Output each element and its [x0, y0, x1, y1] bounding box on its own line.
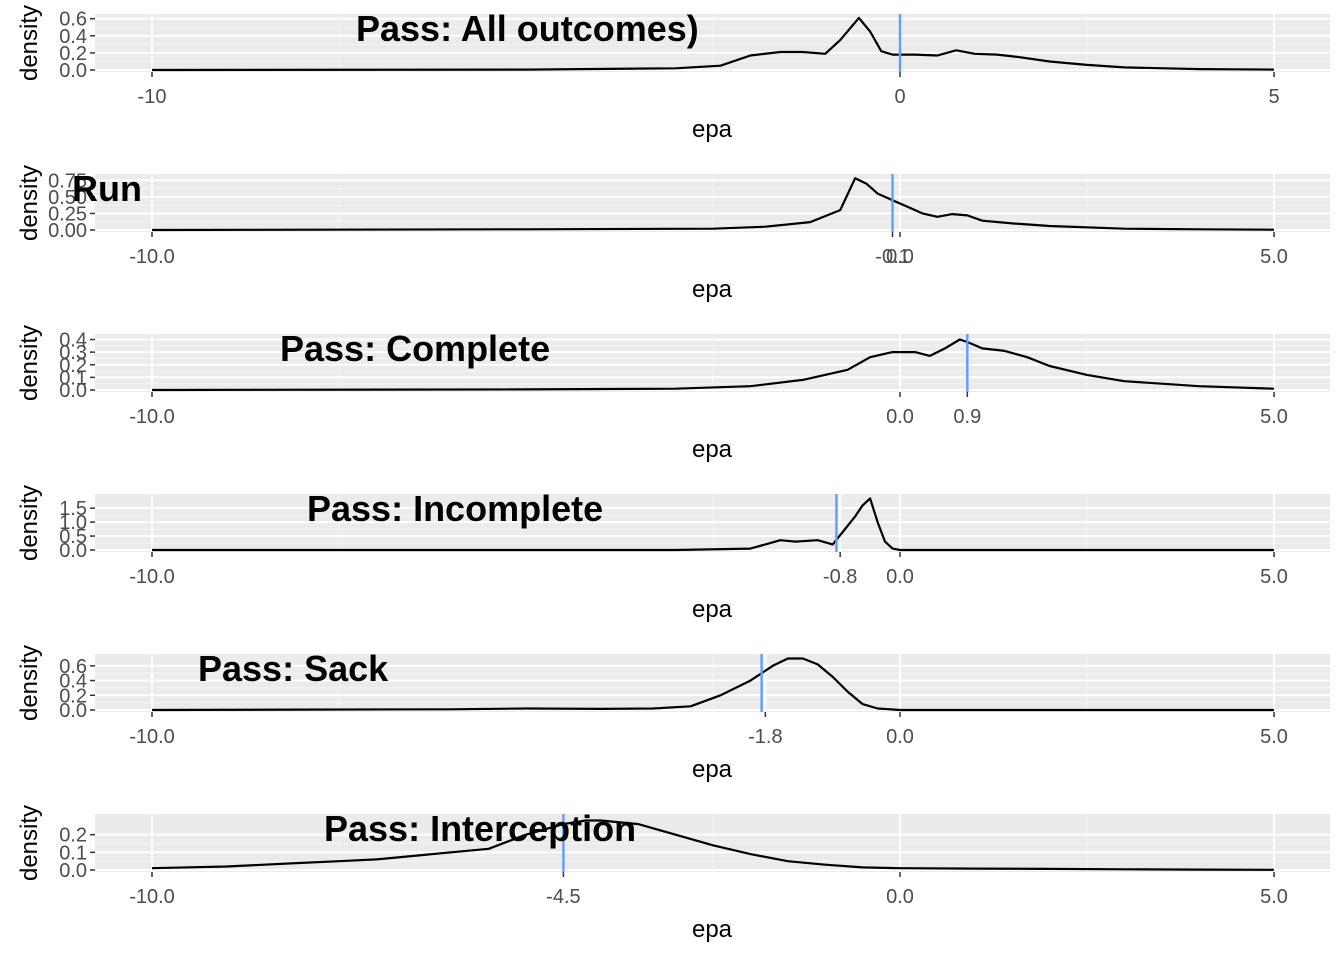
y-tick-label: 0.50 [48, 187, 87, 209]
panel-title: Pass: Complete [280, 328, 550, 369]
y-tick-label: 0.0 [59, 380, 87, 402]
panel-title: Pass: Incomplete [307, 488, 603, 529]
y-tick-label: 0.75 [48, 170, 87, 192]
x-axis-title: epa [692, 436, 733, 463]
x-tick-label: 0.0 [886, 246, 914, 268]
x-tick-label: -10.0 [129, 886, 175, 908]
y-axis-title: density [16, 165, 43, 241]
y-tick-label: 0.00 [48, 220, 87, 242]
x-tick-label: 0.0 [886, 886, 914, 908]
y-tick-label: 0.4 [59, 330, 87, 352]
y-tick-label: 0.5 [59, 526, 87, 548]
y-tick-label: 0.2 [59, 355, 87, 377]
y-tick-label: 0.2 [59, 685, 87, 707]
y-axis-title: density [16, 5, 43, 81]
x-tick-label: -10.0 [129, 566, 175, 588]
y-tick-label: 0.6 [59, 9, 87, 31]
x-tick-label: 0.0 [886, 406, 914, 428]
density-curve [151, 177, 1275, 232]
y-tick-label: 0.0 [59, 860, 87, 882]
panel-1: 0.00.20.40.6 -10 0 5 epa density Pass: All out… [16, 5, 1330, 143]
y-axis-title: density [16, 805, 43, 881]
x-tick-label: 0.9 [953, 406, 981, 428]
y-tick-label: 0.4 [59, 26, 87, 48]
density-curve [152, 497, 1274, 552]
x-axis-title: epa [692, 596, 733, 623]
panel-title: Run [72, 168, 142, 209]
y-axis-title: density [16, 325, 43, 401]
panel-title: Pass: Interception [324, 808, 636, 849]
x-tick-label: -10 [138, 86, 167, 108]
x-tick-label: -4.5 [546, 886, 580, 908]
x-axis-title: epa [692, 116, 733, 143]
x-tick-label: 0.0 [886, 566, 914, 588]
y-tick-label: 0.6 [59, 656, 87, 678]
density-curve [151, 819, 1275, 871]
y-tick-label: 0.0 [59, 700, 87, 722]
density-curve [151, 16, 1275, 72]
x-axis-title: epa [692, 916, 733, 943]
density-curve [151, 657, 1274, 712]
x-axis-title: epa [692, 276, 733, 303]
x-tick-label: -0.1 [875, 246, 909, 268]
panel-title: Pass: All outcomes) [356, 8, 699, 49]
panel-title: Pass: Sack [198, 648, 389, 689]
y-tick-label: 0.25 [48, 203, 87, 225]
x-tick-label: 5 [1268, 86, 1279, 108]
y-axis-title: density [16, 485, 43, 561]
x-tick-label: 5.0 [1260, 406, 1288, 428]
y-tick-label: 0.1 [59, 842, 87, 864]
x-tick-label: -10.0 [129, 726, 175, 748]
x-tick-label: 5.0 [1260, 566, 1288, 588]
x-tick-label: -10.0 [129, 246, 175, 268]
x-tick-label: -1.8 [748, 726, 782, 748]
density-curve [151, 338, 1275, 392]
y-tick-label: 0.4 [59, 671, 87, 693]
y-axis-title: density [16, 645, 43, 721]
x-tick-label: 0.0 [886, 726, 914, 748]
x-tick-label: 5.0 [1260, 726, 1288, 748]
panel-2: 0.000.250.500.75 -10.0 -0.10.0 5.0 epa densit… [16, 165, 1330, 303]
y-tick-label: 0.1 [59, 367, 87, 389]
y-tick-label: 0.2 [59, 43, 87, 65]
y-tick-label: 0.3 [59, 342, 87, 364]
x-axis-title: epa [692, 756, 733, 783]
y-tick-label: 0.2 [59, 825, 87, 847]
x-tick-label: 5.0 [1260, 886, 1288, 908]
x-tick-label: 0 [894, 86, 905, 108]
x-tick-label: -10.0 [129, 406, 175, 428]
y-tick-label: 0.0 [59, 60, 87, 82]
x-tick-label: -0.8 [823, 566, 857, 588]
x-tick-label: 5.0 [1260, 246, 1288, 268]
y-tick-label: 1.5 [59, 498, 87, 520]
y-tick-label: 0.0 [59, 540, 87, 562]
y-tick-label: 1.0 [59, 512, 87, 534]
